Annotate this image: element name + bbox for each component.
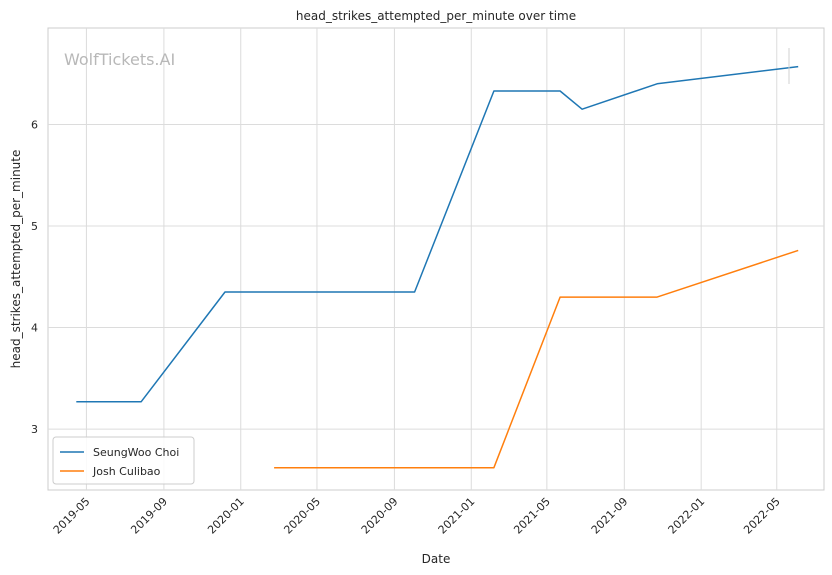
y-tick-label: 3 (31, 423, 38, 436)
y-tick-label: 6 (31, 118, 38, 131)
x-tick-labels: 2019-05 2019-09 2020-01 2020-05 2020-09 2021-… (51, 495, 783, 537)
series-layer (76, 65, 799, 469)
x-axis-title: Date (422, 552, 451, 566)
y-tick-label: 5 (31, 220, 38, 233)
chart-title: head_strikes_attempted_per_minute over t… (296, 9, 576, 23)
legend-label-josh-culibao: Josh Culibao (92, 465, 161, 478)
plot-area (47, 27, 825, 491)
x-tick-label: 2022-05 (741, 495, 783, 537)
x-tick-label: 2022-01 (666, 495, 708, 537)
x-tick-label: 2021-05 (511, 495, 553, 537)
watermark: WolfTickets.AI (64, 50, 175, 69)
x-tick-label: 2019-09 (128, 495, 170, 537)
y-tick-label: 4 (31, 322, 38, 335)
x-tick-label: 2021-01 (436, 495, 478, 537)
legend-box (52, 436, 195, 485)
x-tick-label: 2020-01 (205, 495, 247, 537)
x-tick-label: 2020-09 (359, 495, 401, 537)
grid-lines (48, 28, 824, 490)
legend: SeungWoo Choi Josh Culibao (52, 436, 195, 485)
legend-label-seungwoo-choi: SeungWoo Choi (93, 446, 179, 459)
series-line-seungwoo-choi (76, 65, 799, 403)
x-tick-label: 2020-05 (281, 495, 323, 537)
x-tick-label: 2019-05 (51, 495, 93, 537)
x-tick-label: 2021-09 (589, 495, 631, 537)
y-tick-labels: 3 4 5 6 (31, 118, 38, 436)
series-line-josh-culibao (274, 249, 799, 469)
y-axis-title: head_strikes_attempted_per_minute (9, 150, 23, 369)
